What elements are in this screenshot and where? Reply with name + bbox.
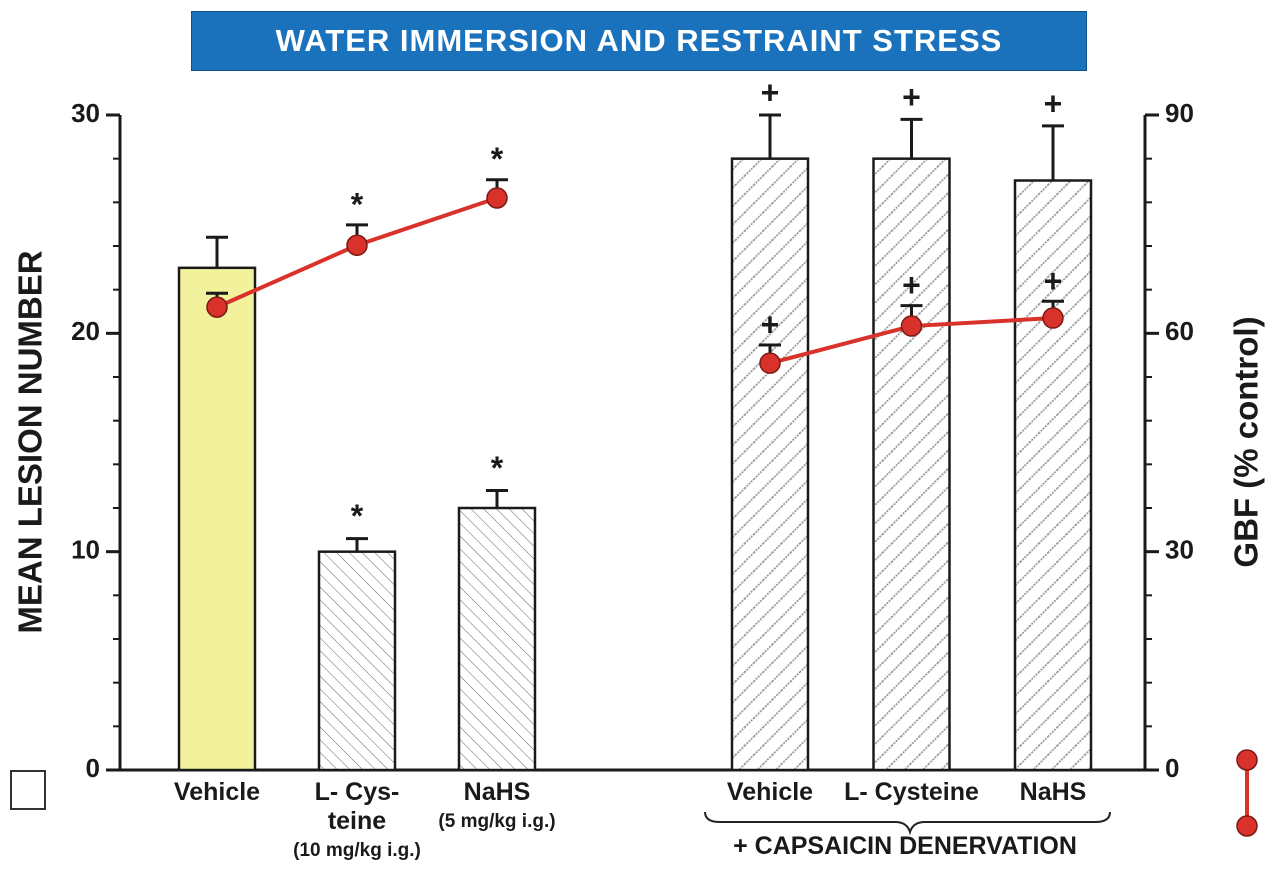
group-brace [704,811,1111,836]
y2-tick-label: 60 [1165,316,1194,346]
x-tick-label: NaHS [463,778,531,806]
y2-tick-label: 90 [1165,98,1194,128]
y2-tick-label: 0 [1165,753,1179,783]
chart-title: WATER IMMERSION AND RESTRAINT STRESS [191,11,1087,71]
bar-sig-label: + [1044,85,1063,121]
y-axis-label: MEAN LESION NUMBER [12,250,49,633]
category-column: Vehicle [675,778,865,807]
group-label: + CAPSAICIN DENERVATION [733,832,1077,860]
category-column: L- Cysteine [817,778,1007,807]
bar-sig-label: + [902,79,921,115]
category-column: NaHS [958,778,1148,807]
gbf-sig-label: * [491,141,504,177]
y-tick-label: 20 [71,316,100,346]
gbf-sig-label: + [902,267,921,303]
bar-error [900,117,923,159]
dose-label: (5 mg/kg i.g.) [438,811,556,832]
gbf-sig-label: + [761,306,780,342]
bar-error [1042,124,1064,181]
legend-bar-symbol [10,770,46,810]
gbf-point [759,352,781,374]
bar-sig-label: + [761,74,780,110]
gbf-point [900,315,923,337]
legend-line-symbol [1236,749,1258,837]
y2-axis-label: GBF (% control) [1228,316,1265,567]
bar [317,550,397,772]
bar [730,157,810,772]
gbf-point [346,234,368,257]
bar [872,157,951,772]
category-column: Vehicle [122,778,312,807]
bar-sig-label: * [491,450,504,486]
bar-error [759,113,781,159]
y2-tick-label: 30 [1165,535,1194,565]
category-column: NaHS (5 mg/kg i.g.) [402,778,592,836]
y-tick-label: 30 [71,98,100,128]
dose-label: (10 mg/kg i.g.) [293,840,421,861]
bar [177,266,257,772]
x-tick-label: Vehicle [726,778,814,806]
gbf-point [486,187,508,209]
x-tick-label: NaHS [1019,778,1087,806]
bar-error [206,235,228,268]
x-tick-label: Vehicle [173,778,261,806]
bar [457,506,537,772]
bar-error [346,537,368,552]
y-tick-label: 10 [71,535,100,565]
gbf-point [206,296,228,318]
bar-sig-label: * [351,498,364,534]
y-tick-label: 0 [86,753,100,783]
x-tick-label: L- Cysteine [844,778,979,806]
gbf-point [1042,307,1064,329]
gbf-sig-label: + [1044,263,1063,299]
bar-error [486,489,508,508]
gbf-sig-label: * [351,186,364,222]
category-column: L- Cys- teine (10 mg/kg i.g.) [262,778,452,865]
x-tick-label: L- Cys- teine [314,778,400,835]
